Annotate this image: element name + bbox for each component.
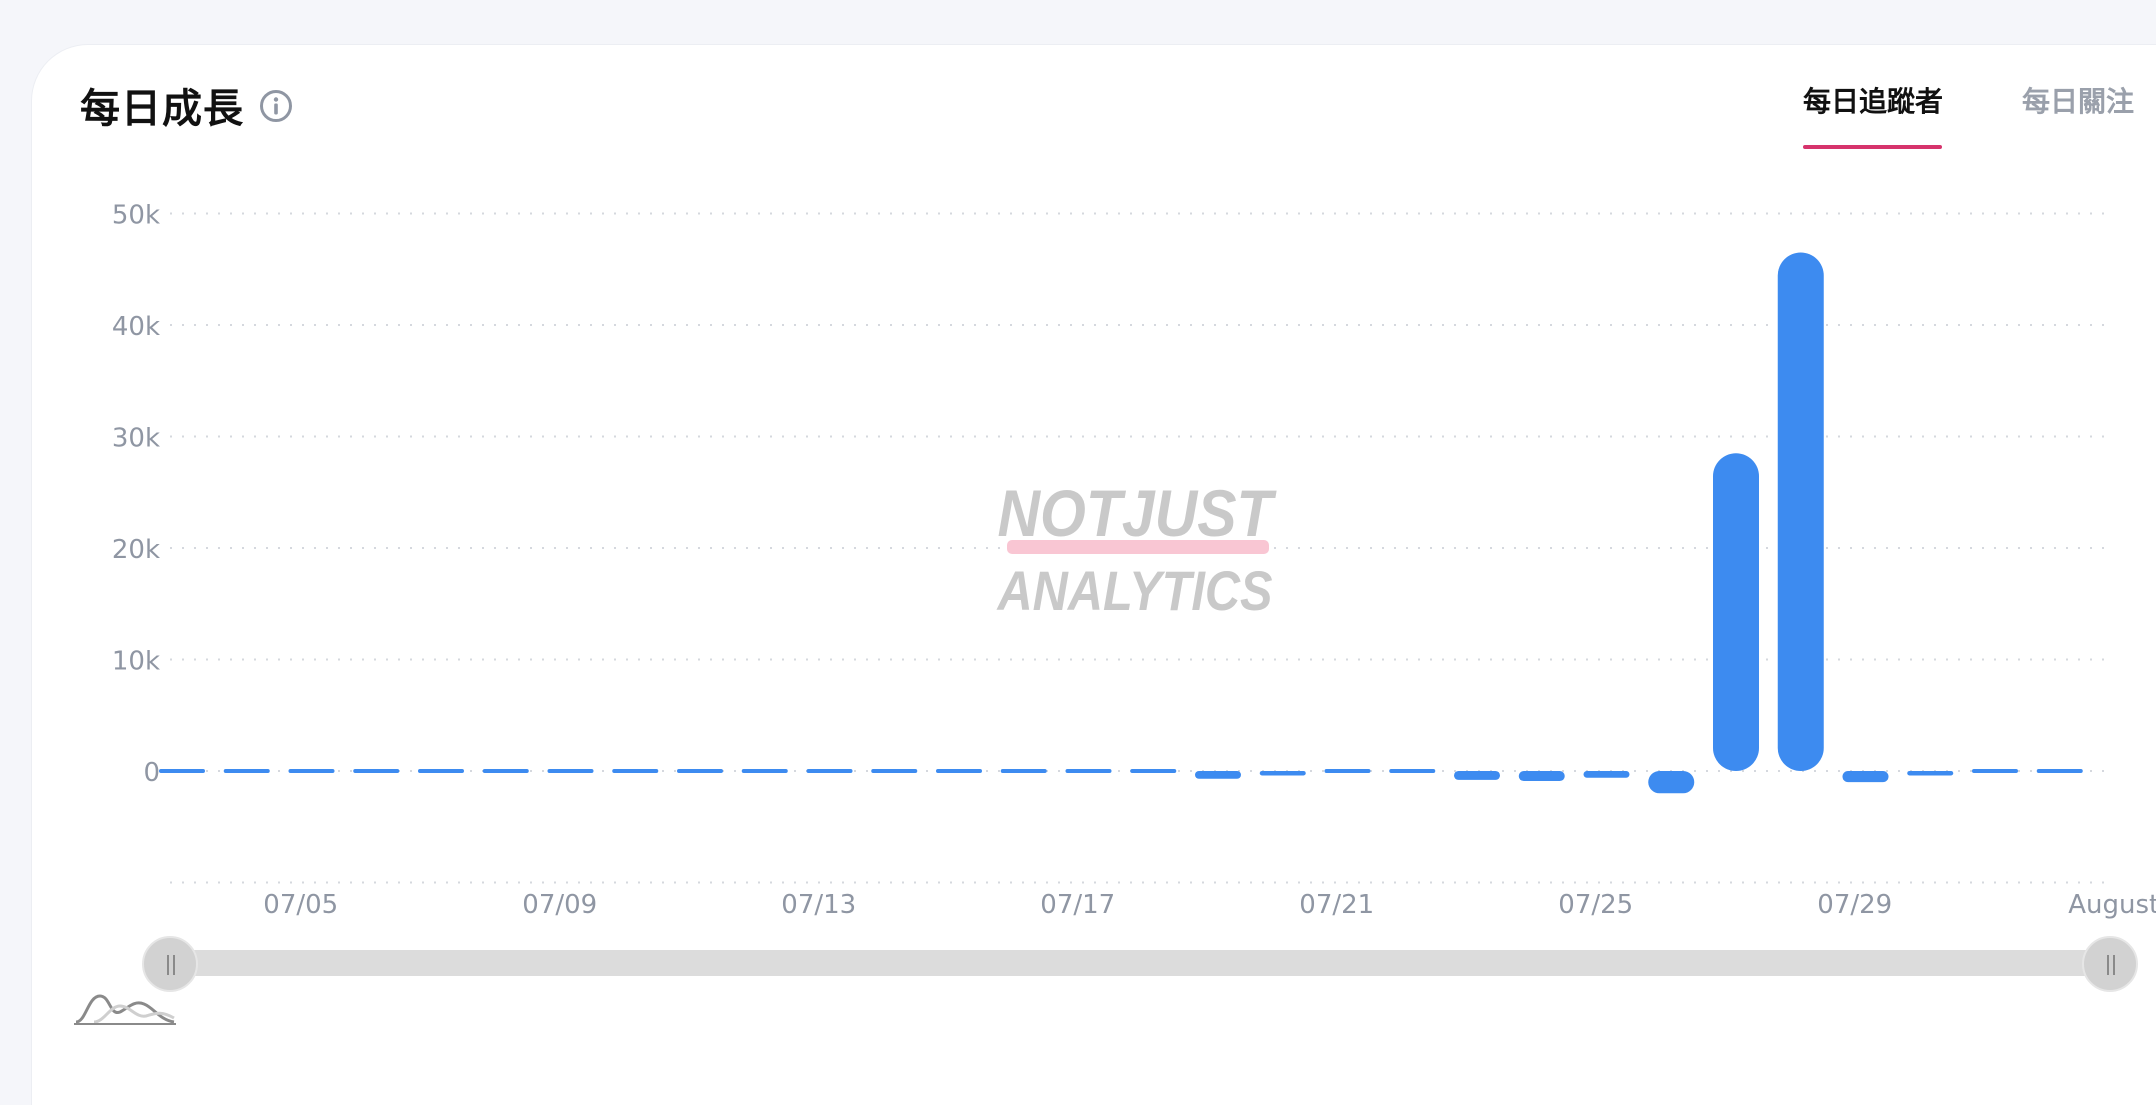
card-title: 每日成長: [80, 86, 244, 132]
x-axis-labels: 07/05 07/09 07/13 07/17 07/21 07/25 07/29 Augus…: [263, 890, 2156, 920]
bar[interactable]: [1583, 771, 1630, 778]
bar[interactable]: [1259, 771, 1306, 776]
bar[interactable]: [1907, 771, 1954, 776]
y-tick-label: 0: [143, 758, 160, 788]
bar[interactable]: [288, 769, 335, 773]
bar[interactable]: [741, 769, 788, 773]
bar[interactable]: [1518, 771, 1565, 782]
bar[interactable]: [1389, 769, 1436, 773]
watermark-logo: NOTJUST ANALYTICS: [996, 478, 1277, 618]
x-tick-label: August: [2068, 890, 2156, 920]
y-tick-label: 50k: [112, 201, 160, 231]
y-tick-label: 40k: [112, 312, 160, 342]
y-axis-labels: 0 10k 20k 30k 40k 50k: [112, 201, 160, 789]
bar[interactable]: [1065, 769, 1112, 773]
info-icon[interactable]: [259, 89, 293, 123]
bars: [159, 252, 2083, 794]
bar[interactable]: [1648, 771, 1695, 794]
y-tick-label: 20k: [112, 535, 160, 565]
bar[interactable]: [1777, 252, 1824, 771]
range-slider-track[interactable]: [168, 950, 2112, 976]
bar[interactable]: [2036, 769, 2083, 773]
bar[interactable]: [1130, 769, 1177, 773]
bar[interactable]: [1195, 771, 1241, 779]
bar[interactable]: [418, 769, 464, 773]
bar[interactable]: [806, 769, 853, 773]
bar[interactable]: [1454, 771, 1500, 780]
bar[interactable]: [1713, 453, 1759, 771]
chart-preview-icon[interactable]: [74, 990, 176, 1026]
bar[interactable]: [1972, 769, 2018, 773]
x-tick-label: 07/29: [1817, 890, 1892, 920]
bar[interactable]: [353, 769, 400, 773]
x-tick-label: 07/05: [263, 890, 338, 920]
bar[interactable]: [159, 769, 205, 773]
tab-daily-following[interactable]: 每日關注: [2022, 85, 2135, 118]
x-tick-label: 07/17: [1040, 890, 1115, 920]
bar[interactable]: [612, 769, 659, 773]
bar[interactable]: [677, 769, 723, 773]
x-tick-label: 07/09: [522, 890, 597, 920]
tab-daily-followers[interactable]: 每日追蹤者: [1803, 85, 1944, 118]
bar[interactable]: [482, 769, 529, 773]
bar[interactable]: [1000, 769, 1047, 773]
range-slider-handle-start[interactable]: [142, 936, 198, 992]
x-tick-label: 07/25: [1558, 890, 1633, 920]
bar[interactable]: [1842, 771, 1889, 783]
bar[interactable]: [936, 769, 982, 773]
active-tab-indicator: [1803, 145, 1942, 149]
x-tick-label: 07/21: [1299, 890, 1374, 920]
bar[interactable]: [223, 769, 270, 773]
bar[interactable]: [1324, 769, 1371, 773]
bar[interactable]: [871, 769, 918, 773]
y-tick-label: 30k: [112, 424, 160, 454]
watermark-line2: ANALYTICS: [996, 559, 1273, 618]
range-slider-handle-end[interactable]: [2082, 936, 2138, 992]
x-tick-label: 07/13: [781, 890, 856, 920]
y-tick-label: 10k: [112, 647, 160, 677]
watermark-line1: NOTJUST: [998, 478, 1277, 550]
bar[interactable]: [547, 769, 594, 773]
